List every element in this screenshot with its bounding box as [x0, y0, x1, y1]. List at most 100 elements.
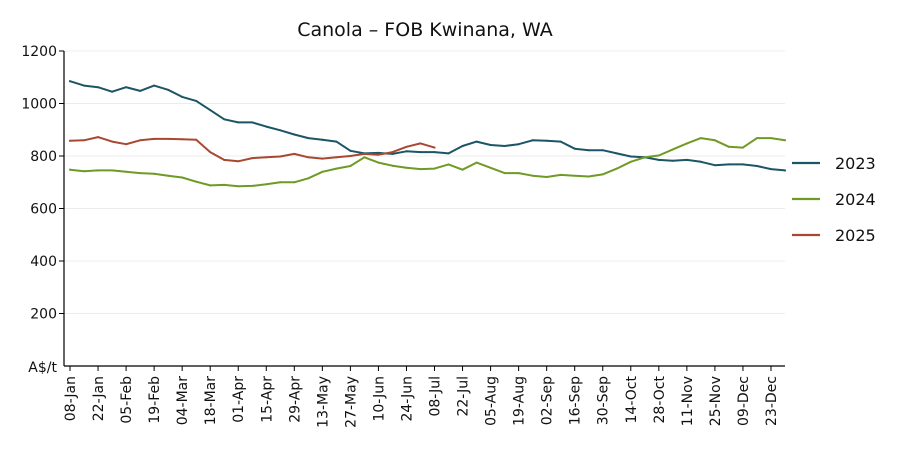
- data-point: [251, 184, 254, 187]
- data-point: [181, 176, 184, 179]
- data-point: [321, 170, 324, 173]
- data-point: [405, 145, 408, 148]
- data-point: [517, 172, 520, 175]
- y-axis: 200 400 600 800 1000 1200 A$/t: [21, 44, 65, 376]
- data-point: [307, 156, 310, 159]
- y-tick-label: 800: [30, 149, 57, 165]
- data-point: [419, 151, 422, 154]
- data-point: [699, 160, 702, 163]
- data-point: [629, 160, 632, 163]
- legend-item-2023: 2023: [792, 154, 876, 173]
- data-point: [125, 170, 128, 173]
- data-point: [391, 152, 394, 155]
- series-2024: [69, 137, 786, 188]
- data-point: [377, 153, 380, 156]
- data-point: [153, 137, 156, 140]
- x-tick-label: 01-Apr: [231, 376, 247, 423]
- data-point: [279, 181, 282, 184]
- data-point: [167, 137, 170, 140]
- data-point: [559, 173, 562, 176]
- series-group: [69, 80, 786, 188]
- y-tick-label: 1200: [21, 44, 57, 60]
- x-tick-label: 30-Sep: [596, 376, 612, 425]
- data-point: [755, 137, 758, 140]
- data-point: [601, 149, 604, 152]
- data-point: [643, 156, 646, 159]
- data-point: [223, 183, 226, 186]
- series-line-2023: [69, 80, 786, 172]
- data-point: [209, 184, 212, 187]
- x-tick-label: 02-Sep: [540, 376, 556, 425]
- x-tick-label: 09-Dec: [736, 376, 752, 426]
- data-point: [97, 136, 100, 139]
- data-point: [755, 164, 758, 167]
- data-point: [741, 146, 744, 149]
- data-point: [433, 167, 436, 170]
- data-point: [223, 118, 226, 121]
- data-point: [307, 137, 310, 140]
- data-point: [559, 140, 562, 143]
- y-tick-label: 600: [30, 202, 57, 218]
- data-point: [153, 172, 156, 175]
- data-point: [573, 147, 576, 150]
- x-tick-label: 19-Aug: [512, 376, 528, 426]
- x-tick-label: 28-Oct: [652, 375, 668, 423]
- data-point: [195, 138, 198, 141]
- data-point: [769, 137, 772, 140]
- data-point: [279, 155, 282, 158]
- x-tick-label: 11-Nov: [680, 376, 696, 426]
- y-tick-label: 1000: [21, 97, 57, 113]
- data-point: [251, 157, 254, 160]
- data-point: [139, 89, 142, 92]
- legend-label: 2025: [835, 226, 876, 245]
- data-point: [167, 174, 170, 177]
- data-point: [391, 151, 394, 154]
- legend-label: 2023: [835, 154, 876, 173]
- y-tick-label: 400: [30, 254, 57, 270]
- data-point: [223, 158, 226, 161]
- data-point: [195, 180, 198, 183]
- data-point: [671, 159, 674, 162]
- legend-label: 2024: [835, 190, 876, 209]
- data-point: [321, 157, 324, 160]
- data-point: [517, 143, 520, 146]
- x-tick-label: 22-Jul: [456, 376, 472, 417]
- x-tick-label: 23-Dec: [764, 376, 780, 426]
- data-point: [531, 139, 534, 142]
- x-tick-label: 15-Apr: [259, 376, 275, 423]
- data-point: [615, 167, 618, 170]
- data-point: [265, 183, 268, 186]
- data-point: [433, 151, 436, 154]
- x-tick-label: 14-Oct: [624, 375, 640, 423]
- data-point: [153, 84, 156, 87]
- data-point: [727, 145, 730, 148]
- x-tick-label: 04-Mar: [175, 376, 191, 426]
- data-point: [195, 99, 198, 102]
- x-tick-label: 05-Feb: [119, 376, 135, 424]
- data-point: [545, 176, 548, 178]
- data-point: [587, 149, 590, 152]
- data-point: [237, 160, 240, 163]
- series-2023: [69, 80, 786, 172]
- data-point: [125, 86, 128, 89]
- data-point: [587, 175, 590, 178]
- data-point: [335, 156, 338, 159]
- data-point: [405, 150, 408, 153]
- data-point: [125, 143, 128, 146]
- data-point: [615, 152, 618, 155]
- data-point: [69, 80, 71, 83]
- data-point: [349, 155, 352, 157]
- data-point: [111, 169, 114, 172]
- data-point: [433, 146, 436, 149]
- data-point: [699, 137, 702, 140]
- x-axis: 08-Jan 22-Jan 05-Feb 19-Feb 04-Mar 18-Mar 01-A…: [63, 365, 785, 428]
- data-point: [489, 143, 492, 146]
- data-point: [475, 140, 478, 143]
- data-point: [293, 181, 296, 184]
- data-point: [83, 84, 86, 87]
- data-point: [784, 139, 786, 142]
- data-point: [307, 177, 310, 180]
- data-point: [461, 168, 464, 171]
- x-tick-label: 05-Aug: [484, 376, 500, 426]
- data-point: [265, 125, 268, 128]
